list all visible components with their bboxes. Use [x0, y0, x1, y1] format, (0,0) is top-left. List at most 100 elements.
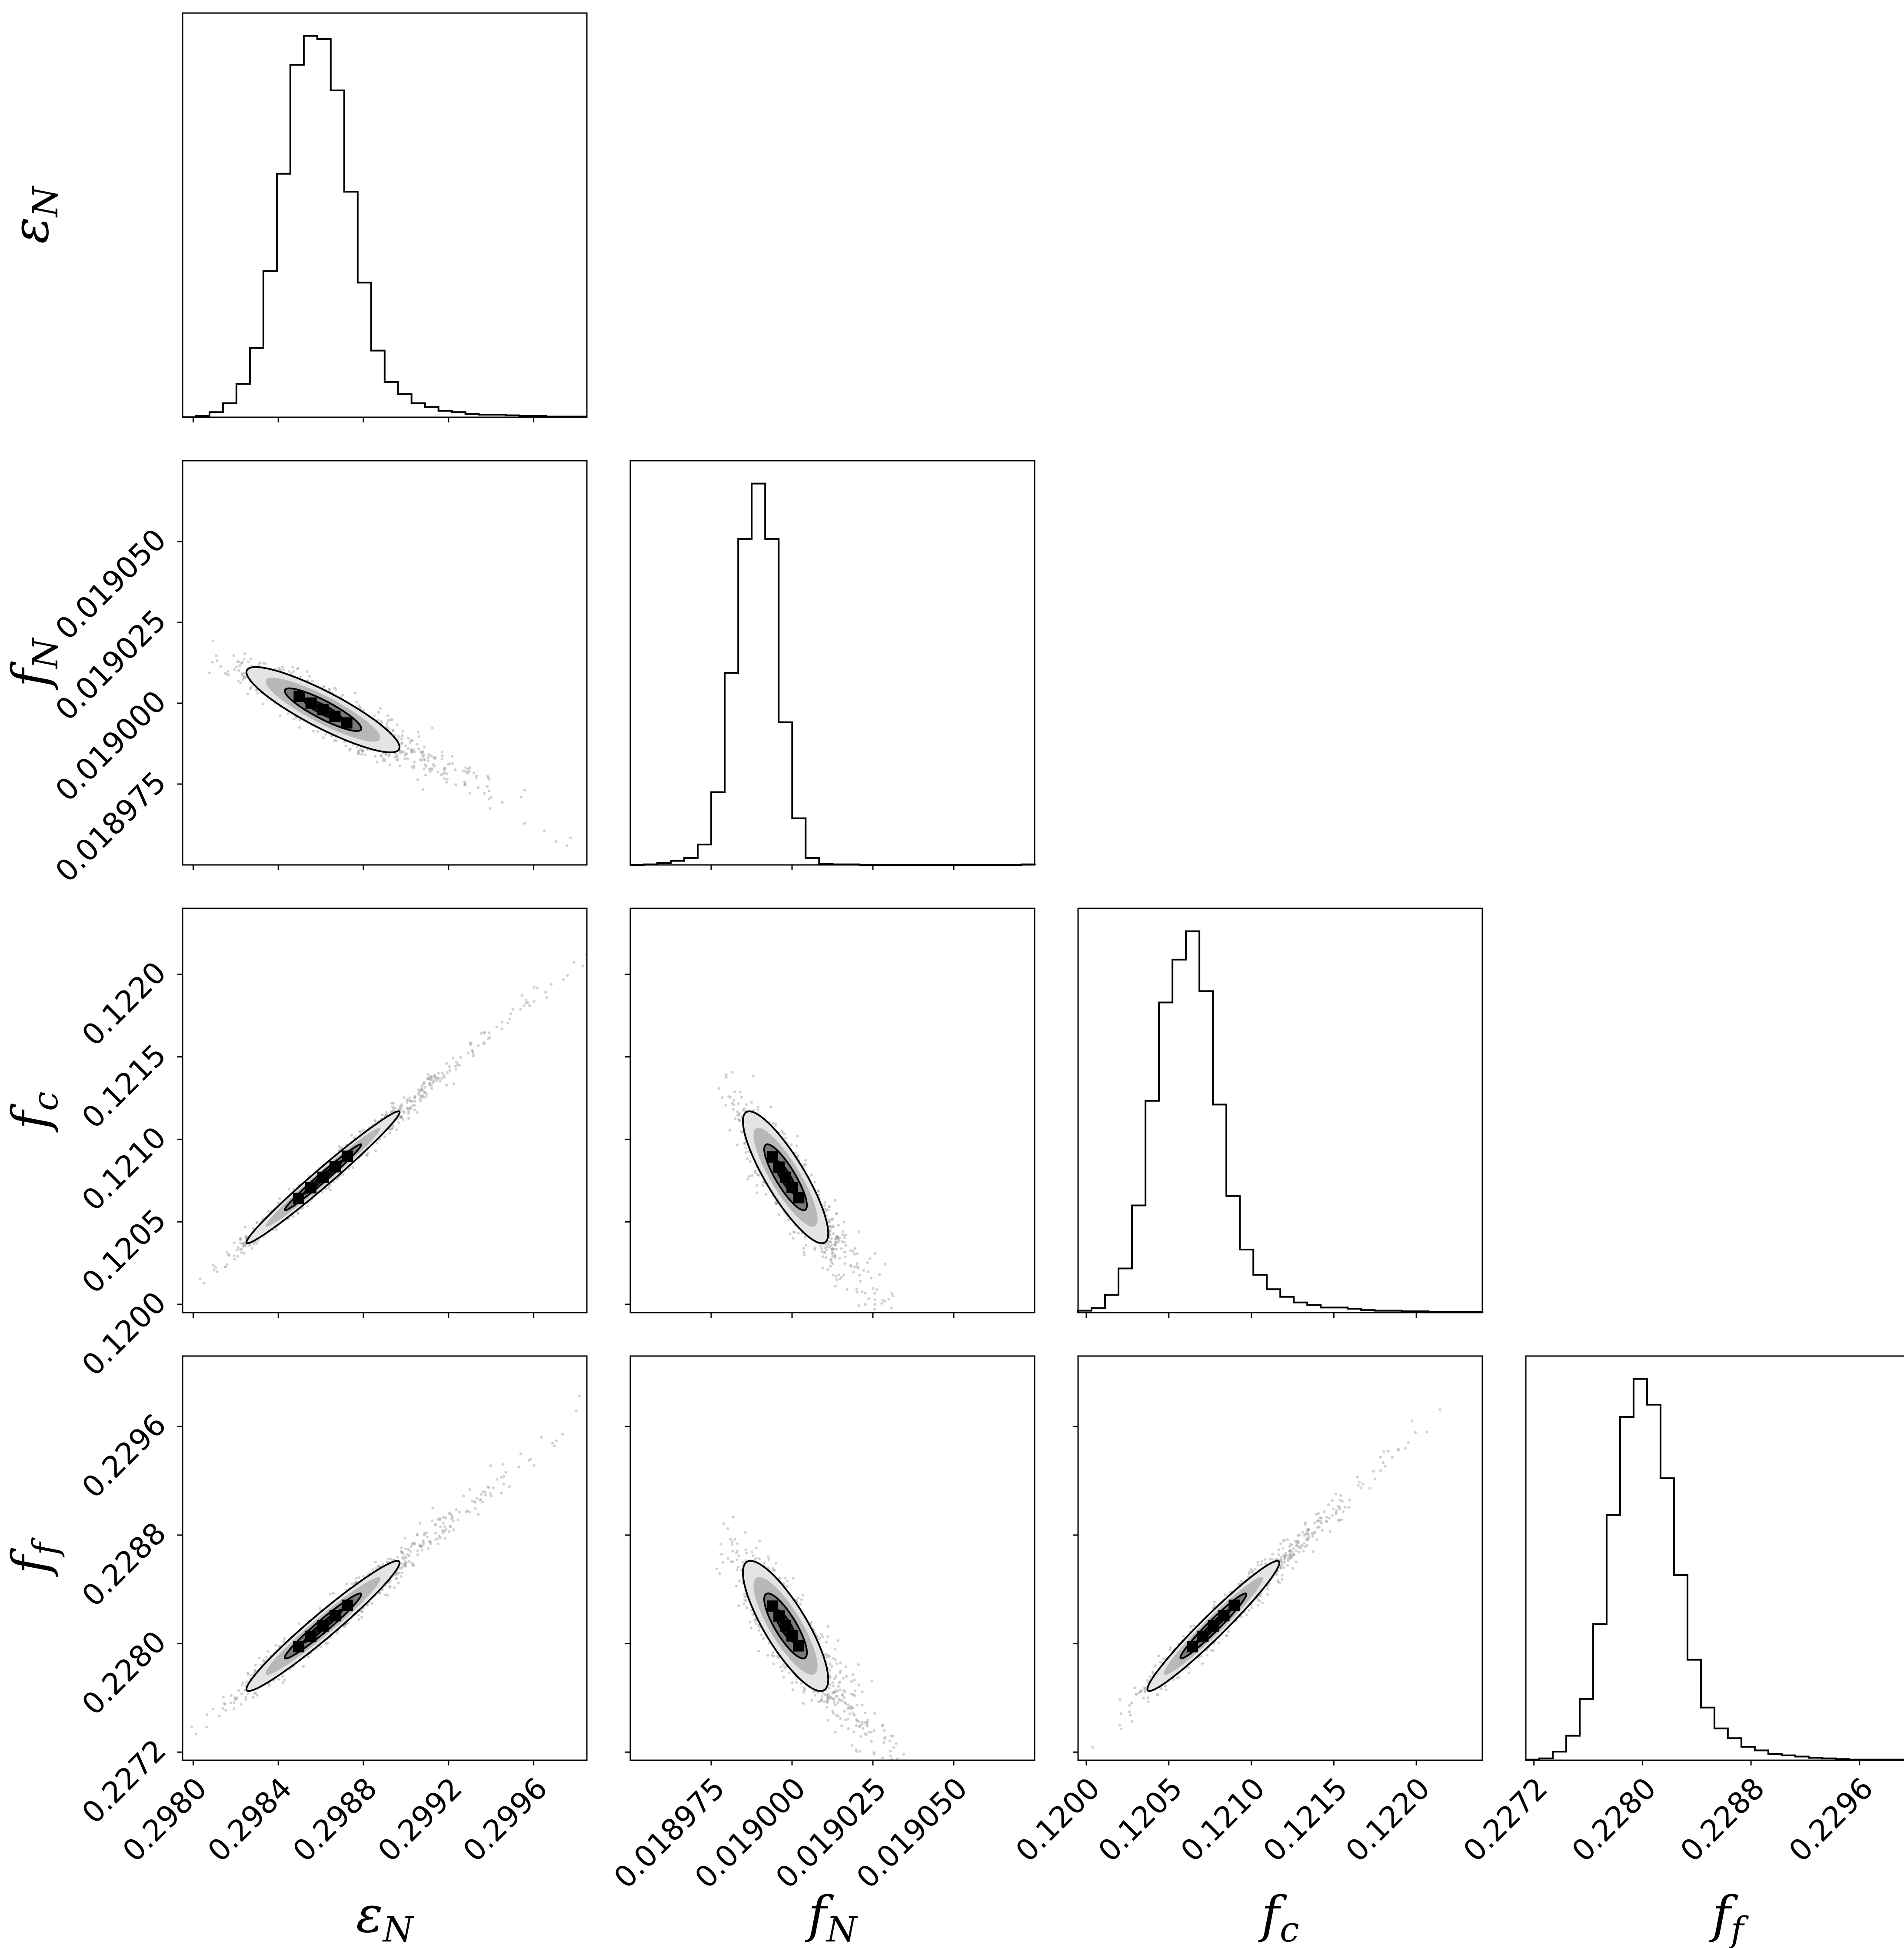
- sample-point: [468, 766, 471, 769]
- sample-point: [443, 767, 446, 770]
- sample-point: [777, 1213, 780, 1216]
- sample-point: [365, 1154, 368, 1157]
- sample-point: [901, 1330, 903, 1332]
- sample-point: [421, 755, 424, 758]
- sample-point: [384, 753, 387, 756]
- sample-point: [795, 1144, 799, 1147]
- sample-point: [233, 1241, 236, 1244]
- sample-point: [862, 1269, 865, 1272]
- sample-point: [436, 1077, 439, 1080]
- sample-point: [745, 1103, 748, 1106]
- sample-point: [832, 1247, 836, 1250]
- sample-point: [235, 665, 238, 668]
- sample-point: [239, 1242, 242, 1245]
- sample-point: [838, 1257, 842, 1260]
- sample-point: [902, 1320, 905, 1323]
- sample-point: [420, 1088, 423, 1092]
- sample-point: [483, 1031, 486, 1034]
- sample-point: [409, 739, 413, 742]
- sample-point: [762, 1181, 766, 1184]
- sample-point: [413, 1104, 416, 1107]
- sample-point: [483, 1031, 486, 1034]
- sample-point: [277, 666, 280, 669]
- sample-point: [423, 1091, 426, 1094]
- sample-point: [239, 1238, 242, 1241]
- sample-point: [509, 1012, 513, 1015]
- sample-point: [754, 1171, 757, 1174]
- sample-point: [366, 1152, 369, 1155]
- sample-point: [311, 679, 314, 683]
- sample-point: [837, 1273, 840, 1277]
- contour-line: [303, 698, 343, 721]
- sample-point: [389, 718, 392, 721]
- sample-point: [406, 1106, 409, 1110]
- sample-point: [420, 752, 424, 755]
- sample-point: [400, 1566, 404, 1569]
- sample-point: [489, 807, 492, 810]
- sample-point: [837, 1223, 840, 1227]
- sample-point: [436, 770, 439, 773]
- sample-point: [454, 1065, 457, 1068]
- sample-point: [341, 694, 344, 697]
- sample-point: [724, 1104, 727, 1107]
- sample-point: [873, 1303, 876, 1306]
- sample-point: [797, 1232, 800, 1235]
- sample-point: [362, 1128, 365, 1131]
- sample-point: [194, 1732, 197, 1736]
- sample-point: [240, 1251, 243, 1254]
- sample-point: [356, 745, 359, 749]
- sample-point: [717, 1087, 721, 1090]
- sample-point: [819, 1244, 822, 1248]
- sample-point: [835, 1237, 838, 1240]
- sample-point: [834, 1284, 837, 1288]
- sample-point: [843, 1236, 846, 1239]
- sample-point: [793, 1231, 796, 1234]
- sample-point: [266, 1650, 270, 1653]
- sample-point: [803, 1236, 807, 1239]
- sample-point: [334, 688, 338, 691]
- sample-point: [804, 1243, 808, 1247]
- sample-point: [243, 1244, 246, 1247]
- sample-point: [828, 1205, 831, 1208]
- sample-point: [332, 1592, 335, 1595]
- sample-point: [214, 1266, 217, 1269]
- sample-point: [433, 1074, 436, 1077]
- sample-point: [393, 755, 396, 759]
- sample-point: [406, 1098, 409, 1101]
- sample-point: [887, 1297, 890, 1301]
- sample-point: [423, 758, 426, 761]
- sample-point: [813, 1246, 816, 1249]
- sample-point: [282, 668, 285, 671]
- sample-point: [479, 1498, 483, 1501]
- sample-point: [386, 722, 389, 725]
- sample-point: [337, 1145, 341, 1148]
- sample-point: [387, 1558, 390, 1561]
- sample-point: [293, 718, 296, 721]
- sample-point: [841, 1233, 844, 1237]
- sample-point: [826, 1245, 829, 1249]
- sample-point: [754, 1169, 757, 1173]
- sample-point: [826, 1268, 829, 1271]
- sample-point: [421, 1094, 424, 1097]
- sample-point: [743, 1141, 746, 1145]
- sample-point: [445, 781, 448, 784]
- sample-point: [831, 1217, 834, 1221]
- sample-point: [400, 1116, 403, 1119]
- sample-point: [454, 768, 457, 771]
- sample-point: [430, 767, 433, 770]
- sample-point: [281, 1675, 284, 1678]
- sample-point: [246, 1673, 250, 1676]
- sample-point: [316, 730, 319, 733]
- sample-point: [391, 729, 394, 732]
- sample-point: [744, 1146, 747, 1149]
- sample-point: [249, 687, 252, 690]
- sample-point: [398, 765, 402, 768]
- sample-point: [496, 1478, 499, 1481]
- sample-point: [246, 692, 249, 696]
- contour-line: [245, 666, 401, 753]
- sample-point: [424, 1091, 427, 1094]
- sample-point: [366, 1604, 369, 1607]
- sample-point: [417, 748, 420, 751]
- sample-point: [286, 712, 290, 715]
- sample-point: [813, 1180, 816, 1184]
